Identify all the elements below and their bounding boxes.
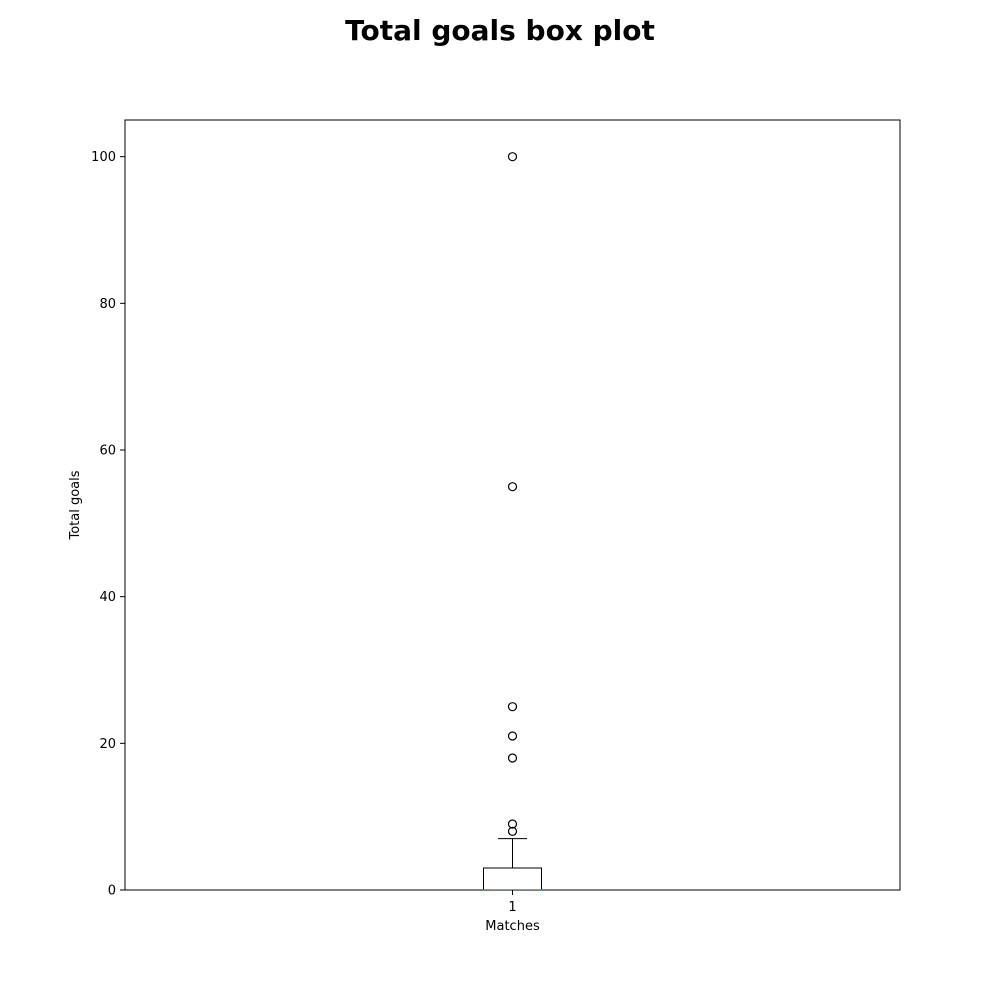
y-tick-label: 40 xyxy=(99,590,116,605)
outlier-points xyxy=(507,152,518,836)
x-tick-label: 1 xyxy=(508,900,516,915)
y-tick-label: 100 xyxy=(91,150,116,165)
y-axis-label: Total goals xyxy=(68,470,83,540)
y-axis-ticks: 0 20 40 60 80 100 xyxy=(91,150,125,899)
x-axis-ticks: 1 xyxy=(508,890,517,915)
y-tick-label: 60 xyxy=(99,444,116,459)
y-tick-label: 20 xyxy=(99,737,116,752)
outlier-point xyxy=(507,819,518,829)
plot-area-frame xyxy=(124,119,901,891)
outlier-point xyxy=(507,753,518,763)
y-tick-label: 80 xyxy=(99,297,116,312)
outlier-point xyxy=(507,152,518,162)
outlier-point xyxy=(507,731,518,741)
outlier-point xyxy=(507,702,518,712)
y-tick-label: 0 xyxy=(108,884,116,899)
outlier-point xyxy=(507,482,518,492)
box-plot xyxy=(483,838,542,891)
chart-title: Total goals box plot xyxy=(345,14,655,47)
outlier-point xyxy=(507,826,518,836)
x-axis-label: Matches xyxy=(485,919,540,934)
box-body xyxy=(483,867,542,891)
